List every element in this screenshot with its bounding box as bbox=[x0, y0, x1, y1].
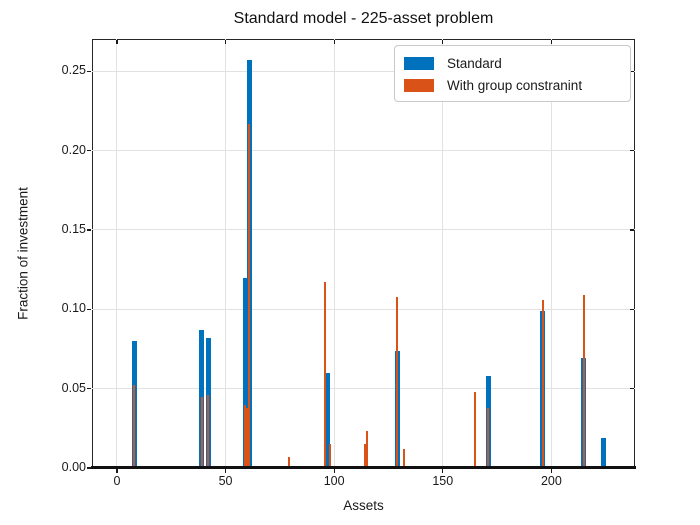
x-tick-label: 50 bbox=[218, 474, 233, 488]
chart-title: Standard model - 225-asset problem bbox=[233, 10, 494, 27]
bar-group bbox=[582, 295, 585, 466]
gridline-horizontal bbox=[92, 388, 635, 390]
x-tick-top bbox=[550, 40, 552, 44]
y-axis-label: Fraction of investment bbox=[15, 187, 31, 320]
legend-swatch-standard bbox=[404, 56, 434, 70]
bar-group bbox=[133, 385, 136, 466]
bar-group bbox=[487, 407, 490, 466]
bar-group bbox=[363, 444, 366, 466]
bar-group bbox=[287, 456, 290, 466]
y-tick bbox=[87, 388, 91, 390]
y-tick-right bbox=[629, 388, 634, 390]
x-tick-label: 150 bbox=[432, 474, 454, 488]
bar-group bbox=[396, 296, 399, 466]
y-tick-right bbox=[629, 229, 634, 231]
y-tick-label: 0.25 bbox=[61, 63, 86, 78]
x-tick bbox=[550, 469, 552, 473]
gridline-vertical bbox=[442, 39, 444, 466]
x-tick-label: 0 bbox=[113, 474, 121, 488]
x-tick-top bbox=[333, 40, 335, 44]
x-tick bbox=[333, 469, 335, 473]
y-tick bbox=[87, 467, 91, 469]
bar-standard bbox=[601, 437, 606, 466]
y-tick-label: 0.05 bbox=[61, 380, 86, 395]
x-tick bbox=[224, 469, 227, 473]
x-tick-top bbox=[442, 40, 444, 44]
bar-group bbox=[324, 282, 327, 466]
x-axis-spine bbox=[91, 466, 636, 469]
gridline-horizontal bbox=[92, 150, 635, 152]
legend: Standard With group constranint bbox=[394, 45, 631, 102]
y-tick bbox=[87, 149, 91, 152]
y-tick-right bbox=[629, 308, 634, 310]
bar-group bbox=[207, 394, 210, 466]
bar-group bbox=[541, 299, 544, 466]
plot-frame bbox=[92, 39, 635, 468]
y-tick-label: 0.20 bbox=[61, 142, 86, 157]
bar-group bbox=[248, 123, 251, 466]
bar-group bbox=[474, 391, 477, 466]
y-tick bbox=[87, 308, 91, 310]
bar-group bbox=[246, 407, 249, 466]
bar-group bbox=[328, 444, 331, 466]
x-tick bbox=[116, 469, 118, 473]
bar-group bbox=[402, 448, 405, 466]
bar-group bbox=[365, 431, 368, 466]
x-tick-top bbox=[116, 40, 118, 44]
legend-label-standard: Standard bbox=[447, 55, 502, 71]
gridline-horizontal bbox=[92, 308, 635, 310]
x-tick bbox=[442, 469, 444, 473]
gridline-vertical bbox=[116, 39, 118, 466]
y-tick-right bbox=[629, 70, 634, 72]
bar-standard bbox=[325, 372, 331, 466]
legend-row-group: With group constranint bbox=[395, 74, 630, 96]
y-tick bbox=[87, 70, 91, 72]
x-tick-label: 200 bbox=[540, 474, 562, 488]
bar-group bbox=[200, 396, 203, 466]
bar-standard bbox=[242, 277, 248, 466]
y-tick bbox=[87, 229, 91, 231]
gridline-vertical bbox=[225, 39, 227, 466]
x-tick-label: 100 bbox=[323, 474, 345, 488]
gridline-horizontal bbox=[92, 229, 635, 231]
y-tick-label: 0.00 bbox=[61, 460, 86, 474]
gridline-vertical bbox=[333, 39, 335, 466]
gridline-horizontal bbox=[92, 70, 635, 72]
legend-row-standard: Standard bbox=[395, 52, 630, 74]
legend-label-group: With group constranint bbox=[447, 77, 583, 93]
y-tick-right bbox=[629, 149, 634, 152]
bar-group bbox=[244, 404, 247, 466]
y-tick-label: 0.10 bbox=[61, 301, 86, 316]
x-axis-label: Assets bbox=[343, 498, 384, 513]
y-tick-label: 0.15 bbox=[61, 221, 86, 236]
gridline-vertical bbox=[550, 39, 552, 466]
x-tick-top bbox=[224, 40, 227, 44]
legend-swatch-group bbox=[404, 78, 434, 92]
